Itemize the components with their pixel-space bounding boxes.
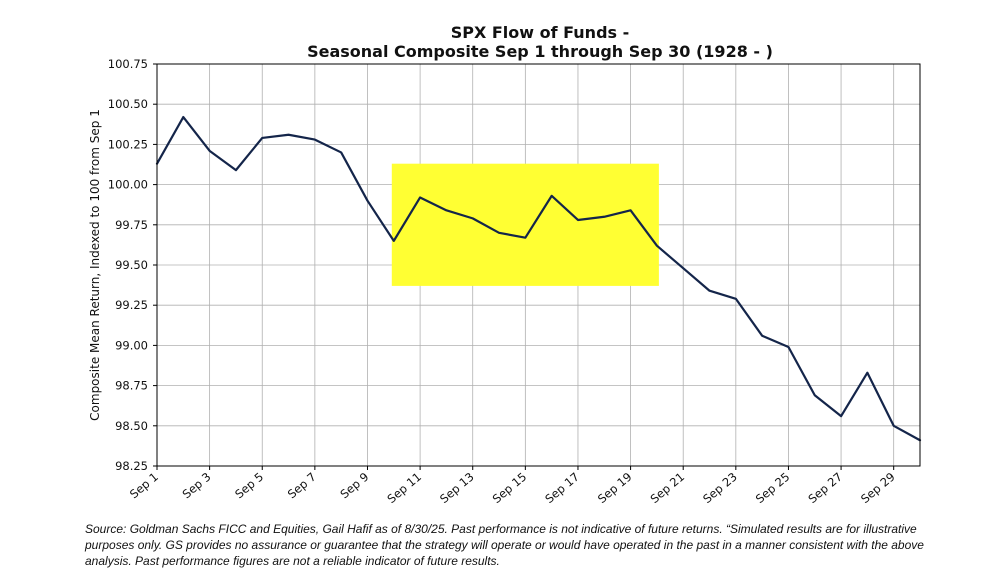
- x-tick-label: Sep 21: [648, 470, 688, 506]
- x-tick-label: Sep 25: [753, 470, 793, 506]
- y-tick-label: 98.75: [115, 379, 148, 393]
- chart-svg: SPX Flow of Funds - Seasonal Composite S…: [88, 23, 922, 506]
- x-tick-label: Sep 9: [337, 470, 371, 502]
- series-line: [155, 115, 922, 442]
- plot-frame: [156, 63, 921, 467]
- x-tick-label: Sep 5: [232, 470, 266, 502]
- y-tick-label: 98.25: [115, 459, 148, 473]
- x-tick-label: Sep 15: [490, 470, 530, 506]
- y-tick-label: 99.50: [115, 258, 148, 272]
- series-line-group: [155, 115, 922, 442]
- chart-title-line-2: Seasonal Composite Sep 1 through Sep 30 …: [307, 42, 773, 61]
- y-tick-label: 100.75: [108, 57, 148, 71]
- chart: SPX Flow of Funds - Seasonal Composite S…: [88, 23, 922, 506]
- axes: [153, 63, 921, 470]
- chart-title-line-1: SPX Flow of Funds -: [451, 23, 630, 42]
- x-tick-label: Sep 13: [437, 470, 477, 506]
- y-tick-labels: 98.25 98.50 98.75 99.00 99.25 99.50 99.75 100.0…: [108, 57, 148, 473]
- x-tick-label: Sep 19: [595, 470, 635, 506]
- y-tick-label: 100.50: [108, 97, 148, 111]
- y-tick-label: 100.00: [108, 178, 148, 192]
- x-tick-label: Sep 7: [285, 470, 319, 502]
- x-tick-labels: Sep 1 Sep 3 Sep 5 Sep 7 Sep 9 Sep 11 Sep 13 Sep…: [127, 470, 898, 506]
- x-tick-label: Sep 1: [127, 470, 161, 502]
- x-tick-label: Sep 3: [180, 470, 214, 502]
- highlight-region-group: [391, 163, 659, 286]
- y-tick-label: 98.50: [115, 419, 148, 433]
- y-tick-label: 99.25: [115, 298, 148, 312]
- y-tick-label: 99.75: [115, 218, 148, 232]
- x-tick-label: Sep 17: [542, 470, 582, 506]
- highlight-region: [391, 163, 659, 286]
- y-tick-label: 100.25: [108, 137, 148, 151]
- y-tick-label: 99.00: [115, 338, 148, 352]
- source-note: Source: Goldman Sachs FICC and Equities,…: [85, 522, 924, 568]
- x-tick-label: Sep 27: [805, 470, 845, 506]
- x-tick-label: Sep 29: [858, 470, 898, 506]
- x-tick-label: Sep 23: [700, 470, 740, 506]
- x-tick-label: Sep 11: [384, 470, 424, 506]
- y-axis-label: Composite Mean Return, Indexed to 100 fr…: [88, 109, 102, 421]
